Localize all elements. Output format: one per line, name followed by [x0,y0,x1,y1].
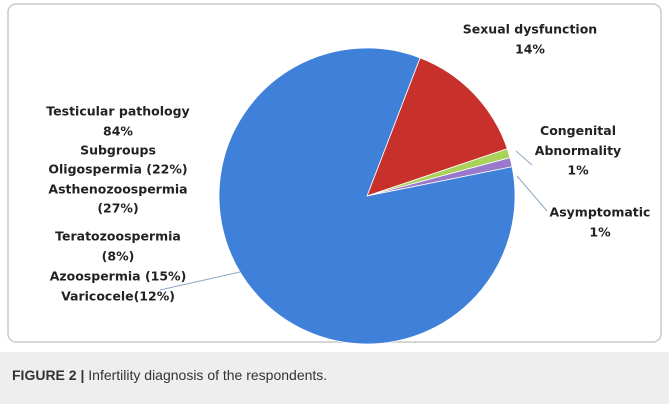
caption-label: FIGURE 2 | [12,367,84,383]
slice-label: Testicular pathology [46,104,189,119]
subgroup-label: Subgroups [80,143,156,158]
slice-label: Asymptomatic [550,205,651,220]
slice-value-label: 1% [589,225,611,240]
leader-line [516,175,548,212]
slice-label: Sexual dysfunction [463,22,597,37]
slice-value-label: 14% [515,42,545,57]
pie-slice [366,57,508,197]
subgroup-label: Asthenozoospermia [48,182,187,197]
subgroup-label: Oligospermia (22%) [48,162,187,177]
slice-value-label: 1% [567,163,589,178]
leader-line [159,271,241,291]
leader-line [515,150,533,166]
subgroup-label: (8%) [102,249,135,264]
subgroup-label: Varicocele(12%) [61,289,175,304]
subgroup-label: (27%) [97,201,138,216]
slice-label: Congenital Abnormality [535,123,621,158]
subgroup-label: Azoospermia (15%) [50,269,187,284]
subgroup-label: Teratozoospermia [55,229,181,244]
caption-text: Infertility diagnosis of the respondents… [88,367,327,383]
caption: FIGURE 2 | Infertility diagnosis of the … [12,367,327,383]
pie-slice [218,47,516,345]
caption-band [0,352,669,404]
slice-value-label: 84% [103,124,133,139]
